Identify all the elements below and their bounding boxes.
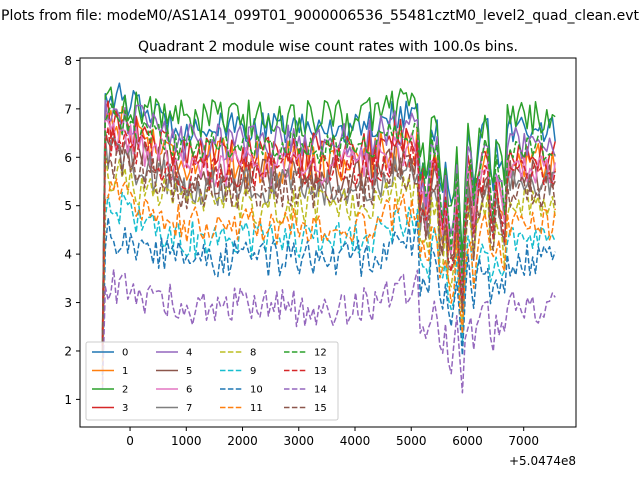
chart-title: Quadrant 2 module wise count rates with … (138, 39, 518, 55)
legend-box (85, 341, 339, 421)
y-axis: 1 2 3 4 5 6 7 8 (64, 54, 80, 407)
legend-label-13: 13 (314, 366, 327, 377)
legend-label-9: 9 (250, 366, 256, 377)
series-line-0 (101, 82, 556, 347)
legend-label-14: 14 (314, 385, 327, 396)
series-line-9 (101, 191, 556, 371)
series-line-12 (101, 103, 556, 342)
x-axis: 0 1000 2000 3000 4000 5000 6000 7000 (126, 427, 539, 448)
legend-label-2: 2 (122, 385, 128, 396)
y-tick-label: 3 (64, 296, 72, 310)
series-line-10 (101, 217, 556, 376)
series-line-13 (101, 126, 556, 347)
series-line-4 (101, 99, 556, 342)
x-tick-label: 0 (126, 434, 134, 448)
series-line-14 (101, 268, 556, 394)
legend-label-4: 4 (186, 348, 192, 359)
series-line-11 (101, 178, 556, 371)
x-tick-label: 6000 (452, 434, 483, 448)
y-tick-label: 8 (64, 54, 72, 68)
figure-suptitle: Plots from file: modeM0/AS1A14_099T01_90… (1, 8, 639, 24)
x-tick-label: 5000 (396, 434, 427, 448)
y-tick-label: 7 (64, 102, 72, 116)
legend-label-5: 5 (186, 366, 192, 377)
x-tick-label: 3000 (283, 434, 314, 448)
x-tick-label: 2000 (227, 434, 258, 448)
x-tick-label: 1000 (171, 434, 202, 448)
plot-frame (79, 57, 577, 428)
legend-label-11: 11 (250, 403, 263, 414)
series-layer (101, 82, 556, 394)
legend-label-1: 1 (122, 366, 128, 377)
y-tick-label: 5 (64, 199, 72, 213)
y-tick-label: 2 (64, 344, 72, 358)
legend-label-12: 12 (314, 348, 327, 359)
legend-label-7: 7 (186, 403, 192, 414)
y-tick-label: 1 (64, 393, 72, 407)
y-tick-label: 4 (64, 248, 72, 262)
x-axis-offset-label: +5.0474e8 (509, 454, 576, 468)
legend-label-8: 8 (250, 348, 256, 359)
series-line-2 (101, 86, 556, 332)
x-tick-label: 4000 (340, 434, 371, 448)
legend-label-6: 6 (186, 385, 192, 396)
series-line-15 (101, 148, 556, 352)
legend-label-3: 3 (122, 403, 128, 414)
legend-label-0: 0 (122, 348, 128, 359)
x-tick-label: 7000 (508, 434, 539, 448)
legend-label-15: 15 (314, 403, 327, 414)
legend-label-10: 10 (250, 385, 263, 396)
y-tick-label: 6 (64, 151, 72, 165)
